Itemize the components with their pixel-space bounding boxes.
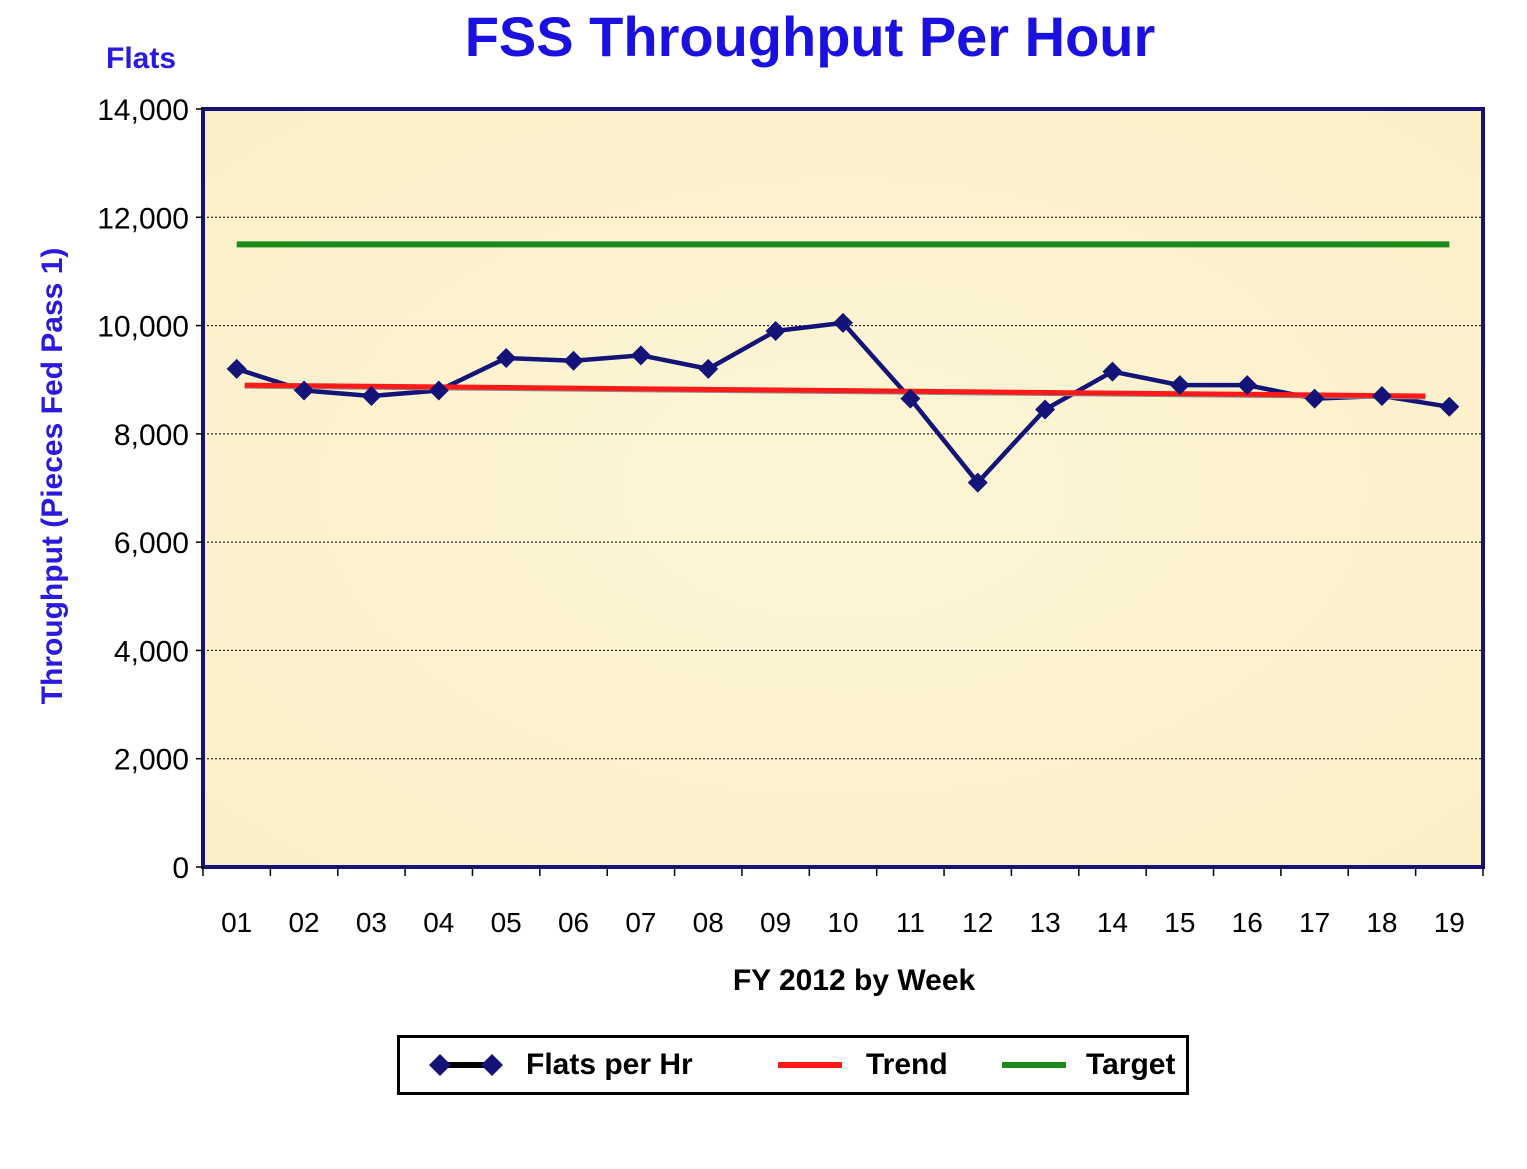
plot-border	[201, 107, 1485, 869]
data-point	[226, 358, 247, 379]
legend: Flats per Hr Trend Target	[397, 1035, 1189, 1095]
data-point	[1371, 385, 1392, 406]
x-tick-label: 16	[1232, 907, 1263, 938]
x-tick-label: 08	[693, 907, 724, 938]
x-tick-label: 06	[558, 907, 589, 938]
chart-title: FSS Throughput Per Hour	[464, 5, 1156, 68]
legend-label-flats: Flats per Hr	[526, 1048, 693, 1081]
x-tick-label: 10	[827, 907, 858, 938]
y-tick-label: 8,000	[114, 419, 189, 452]
data-point	[1169, 375, 1190, 396]
data-point	[294, 380, 315, 401]
x-tick-label: 17	[1299, 907, 1330, 938]
x-tick-label: 01	[221, 907, 252, 938]
legend-swatch-flats	[429, 1054, 503, 1076]
x-tick-label: 14	[1097, 907, 1128, 938]
data-point	[1439, 396, 1460, 417]
plot-area	[203, 109, 1483, 867]
y-tick-label: 10,000	[97, 311, 189, 344]
x-tick-label: 04	[423, 907, 454, 938]
x-tick-label: 13	[1030, 907, 1061, 938]
y-tick-label: 6,000	[114, 527, 189, 560]
y-tick-label: 2,000	[114, 744, 189, 777]
x-tick-label: 19	[1434, 907, 1465, 938]
legend-swatch-trend	[778, 1062, 842, 1068]
y-tick-label: 0	[172, 852, 189, 885]
data-point	[496, 348, 517, 369]
x-axis-label: FY 2012 by Week	[732, 964, 976, 997]
data-point	[1304, 388, 1325, 409]
data-point	[630, 345, 651, 366]
data-point	[428, 380, 449, 401]
x-tick-label: 12	[962, 907, 993, 938]
x-tick-label: 07	[625, 907, 656, 938]
y-tick-label: 12,000	[97, 202, 189, 235]
data-point	[698, 358, 719, 379]
x-tick-label: 09	[760, 907, 791, 938]
x-tick-label: 05	[491, 907, 522, 938]
data-point	[361, 385, 382, 406]
data-point	[1035, 399, 1056, 420]
x-tick-label: 18	[1366, 907, 1397, 938]
data-point	[1237, 375, 1258, 396]
data-point	[765, 320, 786, 341]
data-point	[833, 312, 853, 333]
x-tick-label: 11	[896, 907, 925, 938]
data-point	[900, 388, 921, 409]
y-tick-label: 14,000	[97, 94, 189, 127]
x-tick-label: 02	[288, 907, 319, 938]
x-tick-label: 15	[1164, 907, 1195, 938]
legend-label-trend: Trend	[866, 1048, 948, 1081]
data-point	[1102, 361, 1123, 382]
legend-swatch-target	[1002, 1062, 1066, 1068]
chart-subtitle: Flats	[106, 42, 177, 75]
x-tick-label: 03	[356, 907, 387, 938]
y-tick-label: 4,000	[114, 635, 189, 668]
legend-label-target: Target	[1086, 1048, 1176, 1081]
data-point	[967, 472, 988, 493]
data-point	[563, 350, 584, 371]
